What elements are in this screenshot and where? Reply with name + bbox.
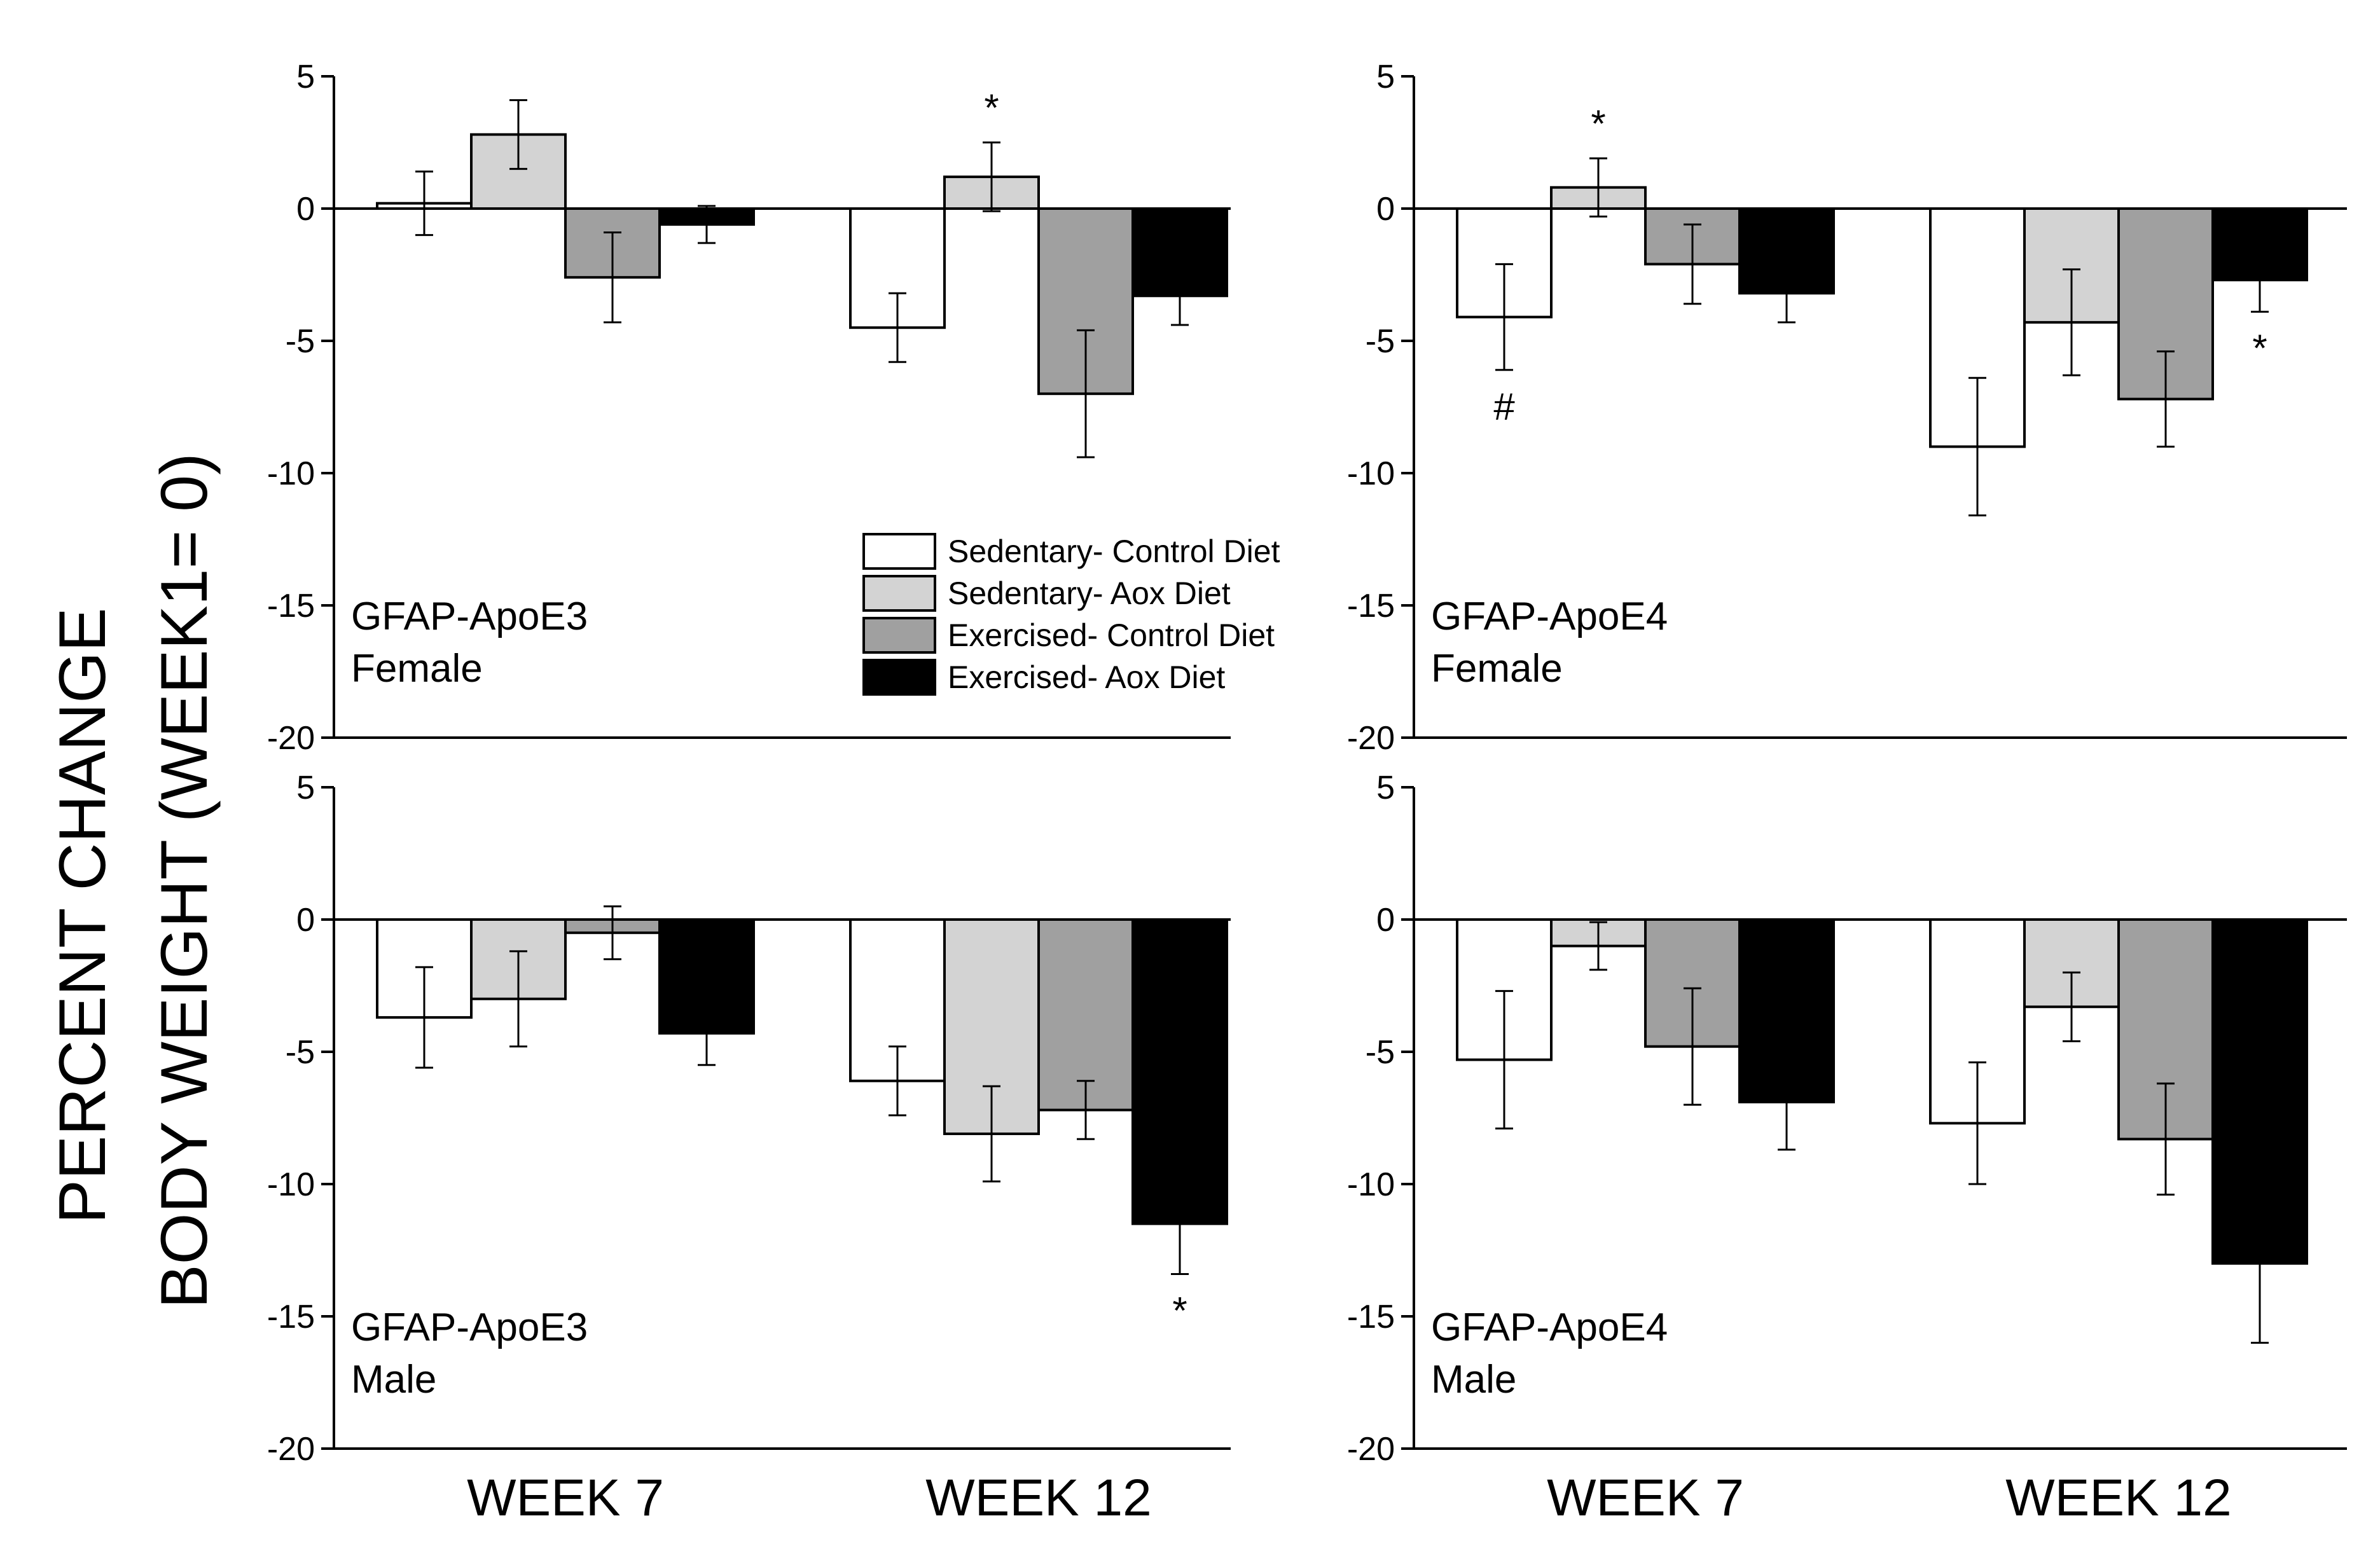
y-tick-label: 0: [1376, 191, 1395, 228]
error-bar: [1968, 376, 1986, 517]
error-bar: [1778, 263, 1795, 324]
panel-2: 5 0 -5 -10 -15 -20 # * * GFAP-ApoE4 Female: [1347, 59, 2347, 757]
error-bar: [2251, 247, 2269, 313]
error-bar: [2063, 268, 2080, 376]
y-tick-label: -5: [286, 323, 315, 360]
y-tick-label: -5: [1366, 323, 1395, 360]
panel-sex-label: Female: [351, 647, 483, 691]
error-bar: [1684, 223, 1701, 305]
category-label: WEEK 12: [925, 1469, 1151, 1527]
legend: Sedentary- Control Diet Sedentary- Aox Di…: [862, 533, 1280, 696]
error-bar: [1684, 987, 1701, 1106]
panel-1: 5 0 -5 -10 -15 -20 * GFAP-ApoE3 Female: [267, 59, 1231, 757]
error-bar: [509, 950, 527, 1048]
error-bar: [1589, 921, 1607, 971]
y-tick-label: -20: [1347, 1431, 1395, 1468]
y-tick-label: -10: [267, 455, 315, 492]
y-tick-label: 5: [296, 59, 315, 95]
y-tick-label: 5: [296, 769, 315, 806]
y-tick-label: 5: [1376, 769, 1395, 806]
error-bar: [983, 141, 1000, 212]
y-tick-label: -20: [267, 1431, 315, 1468]
error-bar: [1171, 1172, 1189, 1275]
legend-label: Sedentary- Control Diet: [948, 534, 1280, 569]
error-bar: [1495, 263, 1513, 371]
error-bar: [509, 99, 527, 170]
y-tick-label: -5: [286, 1034, 315, 1071]
panel-label: GFAP-ApoE3: [351, 595, 588, 638]
error-bar: [1968, 1061, 1986, 1185]
y-axis-title: PERCENT CHANGE BODY WEIGHT (WEEK1= 0): [46, 453, 221, 1309]
error-bar: [1077, 1080, 1095, 1140]
y-tick-label: -10: [267, 1166, 315, 1203]
panel-3: 5 0 -5 -10 -15 -20 * GFAP-ApoE3 Male WEEK 7 WEEK 1…: [267, 769, 1231, 1527]
error-bar: [415, 966, 433, 1069]
error-bar: [983, 1085, 1000, 1183]
significance-marker: #: [1493, 385, 1515, 428]
panel-label: GFAP-ApoE4: [1431, 1306, 1668, 1349]
significance-marker: *: [984, 86, 999, 129]
legend-label: Sedentary- Aox Diet: [948, 576, 1231, 611]
y-tick-label: -5: [1366, 1034, 1395, 1071]
error-bar: [698, 1000, 716, 1066]
error-bar: [604, 231, 621, 324]
error-bar: [2157, 1082, 2175, 1196]
panel-sex-label: Male: [351, 1358, 436, 1402]
y-tick-label: 0: [296, 191, 315, 228]
legend-swatch: [862, 575, 936, 612]
error-bar: [1171, 266, 1189, 326]
bar: [2211, 207, 2308, 282]
y-tick-label: -10: [1347, 1166, 1395, 1203]
y-tick-label: 0: [1376, 902, 1395, 939]
legend-swatch: [862, 533, 936, 570]
y-tick-label: 0: [296, 902, 315, 939]
y-axis-title-line-2: BODY WEIGHT (WEEK1= 0): [148, 453, 221, 1309]
error-bar: [1495, 989, 1513, 1130]
error-bar: [1589, 157, 1607, 217]
panel-4: 5 0 -5 -10 -15 -20 GFAP-ApoE4 Male WEEK 7 WEEK 12: [1347, 769, 2347, 1527]
bar: [1929, 207, 2026, 448]
legend-swatch: [862, 659, 936, 696]
error-bar: [2157, 350, 2175, 448]
y-axis-title-line-1: PERCENT CHANGE: [46, 608, 120, 1224]
error-bar: [2063, 971, 2080, 1042]
y-tick-label: -20: [1347, 720, 1395, 757]
y-tick-label: -10: [1347, 455, 1395, 492]
error-bar: [889, 1045, 906, 1117]
legend-swatch: [862, 617, 936, 654]
significance-marker: *: [1591, 102, 1605, 145]
category-label: WEEK 7: [467, 1469, 664, 1527]
bar: [2211, 918, 2308, 1265]
y-tick-label: -15: [267, 1299, 315, 1335]
panel-label: GFAP-ApoE3: [351, 1306, 588, 1349]
legend-label: Exercised- Aox Diet: [948, 659, 1225, 695]
error-bar: [415, 170, 433, 237]
y-tick-label: 5: [1376, 59, 1395, 95]
y-tick-label: -20: [267, 720, 315, 757]
panel-label: GFAP-ApoE4: [1431, 595, 1668, 638]
error-bar: [1077, 329, 1095, 458]
panel-sex-label: Male: [1431, 1358, 1516, 1402]
panel-sex-label: Female: [1431, 647, 1563, 691]
error-bar: [889, 292, 906, 363]
significance-marker: *: [2252, 327, 2267, 369]
error-bar: [1778, 1053, 1795, 1151]
error-bar: [698, 205, 716, 244]
y-tick-label: -15: [1347, 588, 1395, 624]
error-bar: [604, 905, 621, 960]
error-bar: [2251, 1183, 2269, 1344]
y-tick-label: -15: [1347, 1299, 1395, 1335]
significance-marker: *: [1172, 1289, 1187, 1332]
legend-label: Exercised- Control Diet: [948, 617, 1275, 653]
category-label: WEEK 7: [1547, 1469, 1744, 1527]
y-tick-label: -15: [267, 588, 315, 624]
category-label: WEEK 12: [2005, 1469, 2231, 1527]
